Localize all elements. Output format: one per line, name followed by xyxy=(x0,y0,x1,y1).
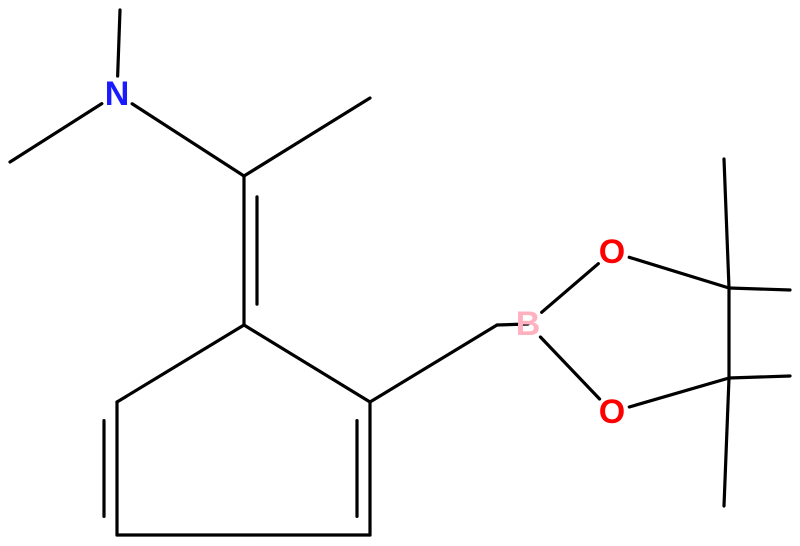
atom-b: B xyxy=(516,305,541,343)
atom-o: O xyxy=(599,393,625,431)
bond xyxy=(244,98,370,176)
bond xyxy=(370,325,497,402)
bond xyxy=(724,159,729,288)
bond xyxy=(132,104,244,176)
bond xyxy=(540,337,599,399)
bond xyxy=(244,325,370,402)
molecule-diagram: N B O O xyxy=(0,0,800,546)
atom-n: N xyxy=(105,75,130,113)
atoms-layer: N B O O xyxy=(105,75,626,431)
bond xyxy=(118,10,120,76)
bond xyxy=(10,104,102,162)
bond xyxy=(117,325,244,402)
bond xyxy=(729,288,790,290)
bond xyxy=(542,264,599,313)
bond xyxy=(729,376,790,378)
bond xyxy=(724,378,729,506)
bond xyxy=(629,257,729,288)
bond xyxy=(629,378,729,407)
atom-o: O xyxy=(599,233,625,271)
